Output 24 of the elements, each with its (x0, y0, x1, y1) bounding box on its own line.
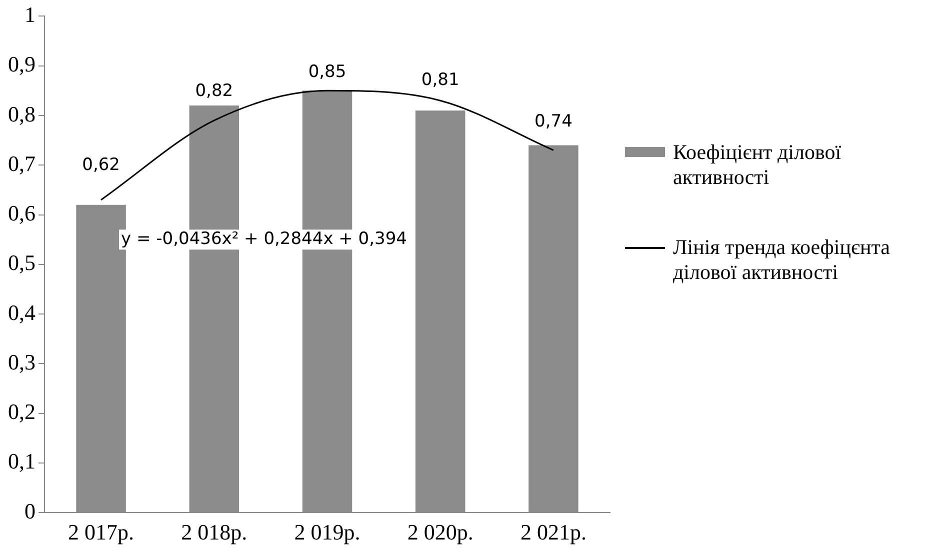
x-tick-label: 2 020р. (407, 520, 474, 545)
annotation: y = -0,0436x² + 0,2844x + 0,394 (121, 229, 407, 249)
y-tick-label: 1 (24, 2, 36, 27)
y-tick-label: 0,5 (8, 250, 36, 276)
y-tick-label: 0,7 (8, 150, 36, 176)
y-tick-label: 0,4 (8, 300, 36, 325)
x-tick-label: 2 017р. (68, 520, 134, 545)
x-tick-label: 2 021р. (520, 520, 586, 545)
y-tick-label: 0,6 (8, 200, 36, 226)
y-tick-label: 0,8 (8, 101, 36, 126)
data-label: 0,74 (534, 112, 572, 132)
x-tick-label: 2 018р. (181, 520, 248, 545)
y-tick-label: 0,3 (8, 349, 36, 374)
y-tick-label: 0 (24, 498, 36, 524)
legend-label: Лінія тренда коефіцєнта ділової активності (673, 235, 891, 285)
data-label: 0,62 (82, 155, 120, 176)
y-tick-label: 0,1 (8, 448, 36, 474)
legend-label: Коефіцієнт ділової активності (673, 140, 842, 190)
x-tick-label: 2 019р. (294, 520, 360, 545)
y-tick-label: 0,2 (8, 399, 36, 424)
y-tick-label: 0,9 (8, 52, 36, 77)
data-label: 0,85 (308, 62, 346, 82)
data-label: 0,81 (421, 70, 460, 90)
data-label: 0,82 (195, 80, 234, 101)
